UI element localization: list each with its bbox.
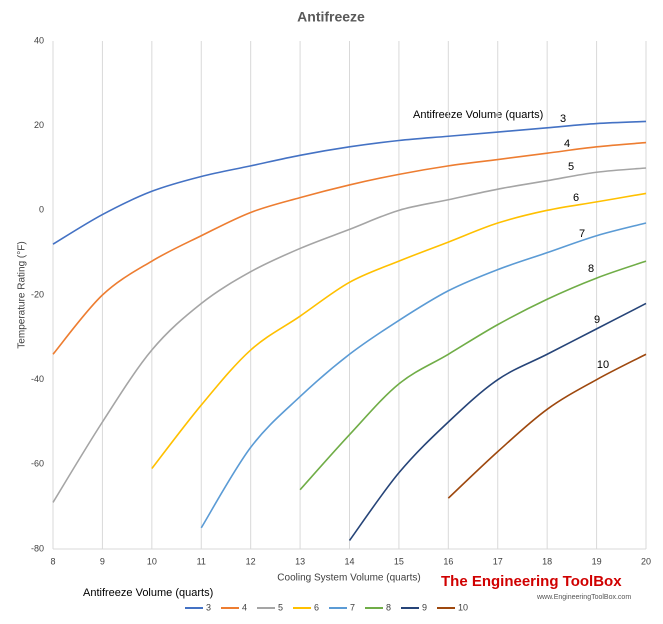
series-line <box>52 167 647 503</box>
y-tick-label: -80 <box>31 543 44 553</box>
y-tick-label: 20 <box>34 120 44 130</box>
x-tick-label: 14 <box>344 556 354 566</box>
watermark-brand: The Engineering ToolBox <box>441 573 622 590</box>
x-tick-label: 19 <box>592 556 602 566</box>
line-label: 4 <box>564 138 570 150</box>
series-line <box>200 222 647 529</box>
legend-label: 9 <box>422 602 427 612</box>
legend-label: 6 <box>314 602 319 612</box>
chart-title: Antifreeze <box>297 9 365 25</box>
y-tick-label: 0 <box>39 205 44 215</box>
y-tick-label: -20 <box>31 289 44 299</box>
series-line <box>348 302 647 542</box>
legend-label: 8 <box>386 602 391 612</box>
series-line <box>447 353 647 499</box>
legend-label: 3 <box>206 602 211 612</box>
watermark-url: www.EngineeringToolBox.com <box>536 594 631 601</box>
legend-label: 7 <box>350 602 355 612</box>
x-tick-label: 15 <box>394 556 404 566</box>
series-line <box>151 192 647 470</box>
line-label: 6 <box>573 192 579 204</box>
x-tick-label: 13 <box>295 556 305 566</box>
x-tick-label: 17 <box>493 556 503 566</box>
annotation: Antifreeze Volume (quarts) <box>413 109 543 121</box>
line-label: 3 <box>560 113 566 125</box>
y-tick-label: -40 <box>31 374 44 384</box>
legend-label: 4 <box>242 602 247 612</box>
x-tick-label: 9 <box>100 556 105 566</box>
x-tick-label: 18 <box>542 556 552 566</box>
line-label: 10 <box>597 359 609 371</box>
x-axis-label: Cooling System Volume (quarts) <box>277 573 420 584</box>
x-tick-label: 11 <box>197 556 206 566</box>
line-label: 8 <box>588 263 594 275</box>
series-line <box>52 120 647 245</box>
x-tick-label: 12 <box>246 556 256 566</box>
line-label: 5 <box>568 161 574 173</box>
x-tick-label: 8 <box>50 556 55 566</box>
series-line <box>299 260 647 491</box>
x-tick-label: 20 <box>641 556 651 566</box>
legend-label: 10 <box>458 602 468 612</box>
y-tick-label: 40 <box>34 35 44 45</box>
line-label: 7 <box>579 228 585 240</box>
y-tick-label: -60 <box>31 459 44 469</box>
series-line <box>52 141 647 355</box>
x-tick-label: 10 <box>147 556 157 566</box>
legend-label: 5 <box>278 602 283 612</box>
x-tick-label: 16 <box>443 556 453 566</box>
line-label: 9 <box>594 314 600 326</box>
legend-title: Antifreeze Volume (quarts) <box>83 587 213 599</box>
y-axis-label: Temperature Rating (°F) <box>17 241 28 348</box>
